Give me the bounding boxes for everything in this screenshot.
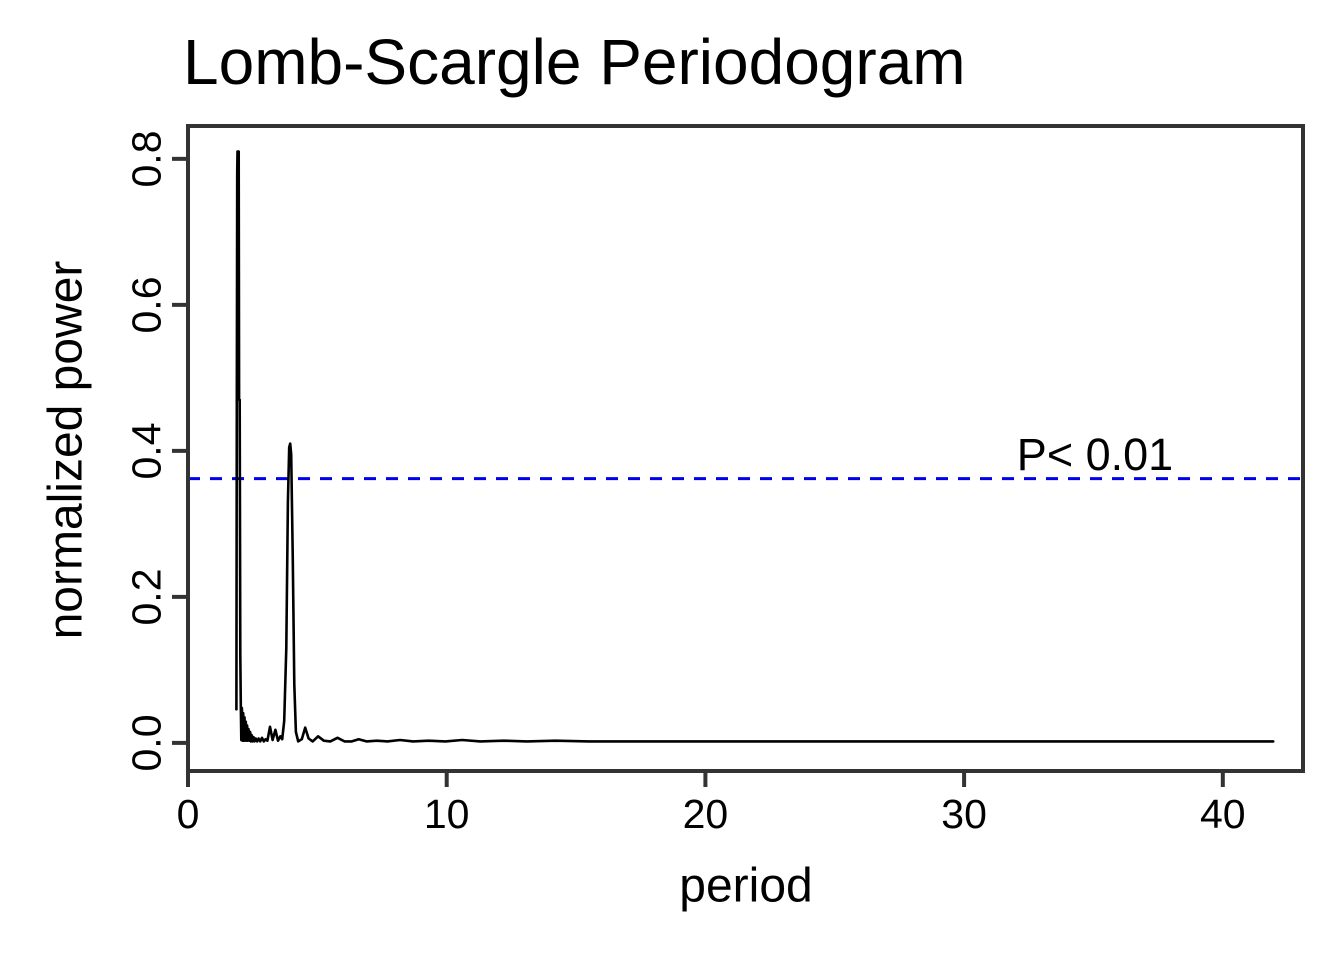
chart-title: Lomb-Scargle Periodogram xyxy=(183,26,966,98)
plot-frame xyxy=(186,124,1305,773)
y-tick-label-0.8: 0.8 xyxy=(123,130,170,188)
x-tick-label-30: 30 xyxy=(941,791,987,837)
x-tick-label-10: 10 xyxy=(423,791,470,837)
y-tick-label-0.4: 0.4 xyxy=(123,422,170,480)
x-axis-title: period xyxy=(679,859,813,913)
y-tick-label-0.6: 0.6 xyxy=(123,276,170,334)
y-tick-label-0.2: 0.2 xyxy=(123,568,170,626)
y-axis-title: normalized power xyxy=(39,260,93,640)
y-tick-label-0.0: 0.0 xyxy=(123,714,170,772)
periodogram-curve xyxy=(235,150,1275,743)
x-tick-label-0: 0 xyxy=(176,791,200,837)
x-tick-label-20: 20 xyxy=(682,791,729,837)
x-tick-label-40: 40 xyxy=(1199,791,1246,837)
significance-threshold-label: P< 0.01 xyxy=(1016,429,1174,480)
